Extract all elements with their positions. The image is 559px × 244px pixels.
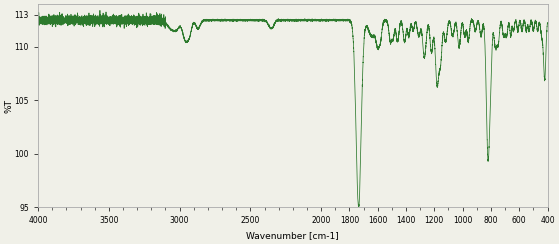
Y-axis label: %T: %T	[4, 99, 13, 113]
X-axis label: Wavenumber [cm-1]: Wavenumber [cm-1]	[247, 231, 339, 240]
